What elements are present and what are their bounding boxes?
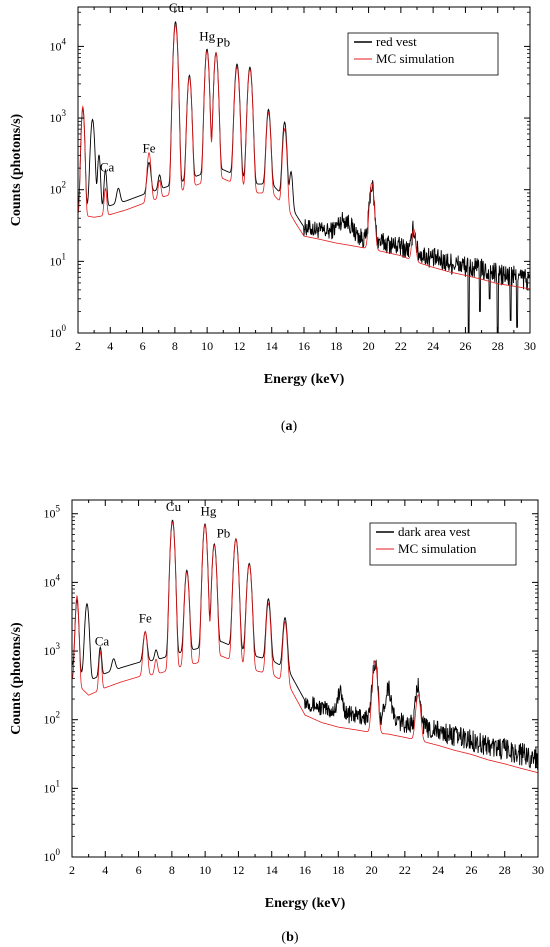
legend-entry: red vest <box>376 34 417 49</box>
panel-caption: (b) <box>281 930 298 945</box>
x-tick-label: 24 <box>432 863 444 877</box>
x-tick-label: 12 <box>232 863 244 877</box>
peak-label-pb: Pb <box>217 526 231 541</box>
legend-box <box>347 32 499 76</box>
chart-b: 2 4 6 8 10 12 14 16 18 20 22 24 26 28 3010010110210310… <box>9 499 544 945</box>
x-tick-label: 6 <box>136 863 142 877</box>
y-tick-label: 102 <box>44 710 61 727</box>
peak-label-fe: Fe <box>139 611 152 626</box>
x-tick-label: 8 <box>169 863 175 877</box>
peak-label-hg: Hg <box>199 29 215 44</box>
x-tick-label: 28 <box>492 339 504 353</box>
legend-entry: MC simulation <box>398 541 477 556</box>
y-tick-label: 100 <box>44 847 61 864</box>
x-tick-label: 26 <box>459 339 471 353</box>
x-tick-label: 16 <box>299 863 311 877</box>
x-tick-label: 18 <box>332 863 344 877</box>
x-tick-label: 20 <box>366 863 378 877</box>
x-tick-label: 22 <box>395 339 407 353</box>
x-tick-label: 26 <box>465 863 477 877</box>
x-tick-label: 14 <box>266 339 278 353</box>
x-tick-label: 16 <box>298 339 310 353</box>
x-tick-label: 24 <box>427 339 439 353</box>
chart-panel-a: 2 4 6 8 10 12 14 16 18 20 22 24 26 28 30 100 101 102 103 10… <box>0 0 550 450</box>
series-line-mc-simulation <box>78 24 530 290</box>
panel-caption: (a) <box>281 419 298 434</box>
peak-label-fe: Fe <box>143 141 156 156</box>
legend-entry: dark area vest <box>398 524 471 539</box>
y-axis-title: Counts (photons/s) <box>9 113 24 226</box>
peak-label-pb: Pb <box>216 34 230 49</box>
x-tick-label: 6 <box>140 339 146 353</box>
x-tick-label: 28 <box>499 863 511 877</box>
x-tick-label: 2 <box>69 863 75 877</box>
chart-panel-b: 2 4 6 8 10 12 14 16 18 20 22 24 26 28 30 100 101 102 103 10… <box>0 490 550 947</box>
y-tick-label: 100 <box>50 323 67 340</box>
y-tick-label: 103 <box>44 641 61 658</box>
y-tick-label: 103 <box>50 108 67 125</box>
peak-label-cu: Cu <box>169 0 185 15</box>
x-tick-label: 4 <box>107 339 113 353</box>
x-tick-label: 20 <box>363 339 375 353</box>
y-tick-label: 101 <box>44 778 61 795</box>
peak-label-cu: Cu <box>166 499 182 514</box>
legend-entry: MC simulation <box>376 51 455 66</box>
x-tick-label: 12 <box>233 339 245 353</box>
x-axis-title: Energy (keV) <box>265 896 346 911</box>
y-tick-label: 101 <box>50 251 67 268</box>
x-tick-label: 18 <box>330 339 342 353</box>
x-tick-label: 8 <box>172 339 178 353</box>
x-tick-label: 2 <box>75 339 81 353</box>
y-tick-label: 105 <box>44 504 61 521</box>
series-line-measured <box>72 519 538 770</box>
x-tick-label: 14 <box>266 863 278 877</box>
peak-label-hg: Hg <box>201 503 217 518</box>
y-tick-label: 102 <box>50 180 67 197</box>
x-axis-title: Energy (keV) <box>264 372 345 387</box>
x-tick-label: 30 <box>532 863 544 877</box>
x-tick-label: 30 <box>524 339 536 353</box>
x-tick-label: 10 <box>199 863 211 877</box>
series-line-mc-simulation <box>72 521 538 774</box>
chart-a: 2 4 6 8 10 12 14 16 18 20 22 24 26 28 3010010110210310… <box>9 0 536 434</box>
peak-label-ca: Ca <box>100 159 115 174</box>
peak-label-ca: Ca <box>95 634 110 649</box>
x-tick-label: 10 <box>201 339 213 353</box>
y-tick-label: 104 <box>44 572 61 589</box>
x-tick-label: 4 <box>102 863 108 877</box>
legend-box <box>369 522 517 566</box>
y-tick-label: 104 <box>50 36 67 53</box>
y-axis-title: Counts (photons/s) <box>9 622 24 735</box>
x-tick-label: 22 <box>399 863 411 877</box>
